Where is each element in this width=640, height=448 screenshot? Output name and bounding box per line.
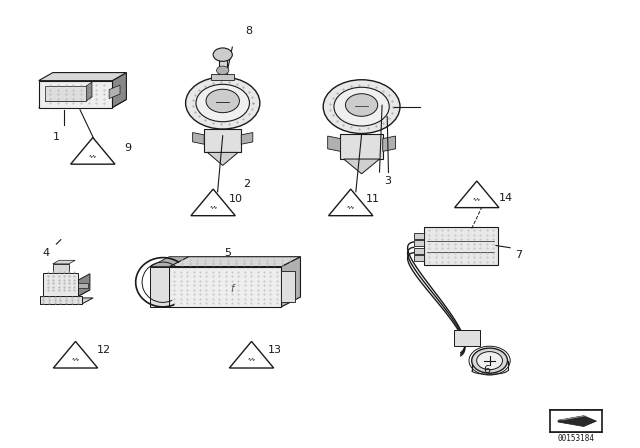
Polygon shape (169, 267, 282, 307)
Circle shape (213, 48, 232, 61)
Polygon shape (344, 159, 380, 174)
Polygon shape (204, 129, 241, 152)
Bar (219, 55, 227, 77)
Text: 2: 2 (243, 179, 250, 189)
Text: 3: 3 (384, 177, 390, 186)
Bar (414, 233, 424, 239)
Text: f: f (230, 284, 234, 294)
Polygon shape (150, 267, 169, 307)
Polygon shape (558, 416, 596, 426)
Polygon shape (558, 416, 588, 420)
Polygon shape (424, 228, 498, 265)
Circle shape (216, 66, 229, 75)
Text: ∿∿: ∿∿ (347, 204, 355, 209)
Polygon shape (193, 133, 204, 144)
Polygon shape (44, 290, 90, 296)
Polygon shape (328, 189, 373, 215)
Circle shape (323, 80, 400, 134)
Text: ∿∿: ∿∿ (473, 196, 481, 201)
Circle shape (206, 89, 239, 112)
Polygon shape (70, 138, 115, 164)
Text: 11: 11 (366, 194, 380, 204)
Bar (414, 240, 424, 246)
Polygon shape (340, 134, 383, 159)
Text: 12: 12 (97, 345, 111, 355)
Polygon shape (45, 97, 92, 101)
Text: 00153184: 00153184 (557, 434, 595, 443)
Text: ∿∿: ∿∿ (72, 357, 79, 362)
Polygon shape (38, 73, 127, 81)
Polygon shape (241, 133, 253, 144)
Polygon shape (150, 257, 188, 267)
Text: 13: 13 (268, 345, 282, 355)
Bar (211, 74, 234, 80)
Text: 8: 8 (244, 26, 252, 36)
Polygon shape (109, 85, 120, 99)
Text: 6: 6 (483, 365, 490, 375)
Text: 1: 1 (53, 132, 60, 142)
Circle shape (196, 84, 250, 122)
Polygon shape (169, 257, 301, 267)
Circle shape (346, 94, 378, 116)
Polygon shape (53, 260, 76, 264)
Polygon shape (454, 330, 480, 346)
Text: 9: 9 (124, 143, 132, 153)
Polygon shape (207, 152, 238, 165)
Text: 10: 10 (228, 194, 243, 204)
Polygon shape (454, 181, 499, 207)
Polygon shape (86, 82, 92, 101)
Polygon shape (40, 298, 93, 304)
Polygon shape (282, 257, 301, 307)
Circle shape (477, 352, 502, 370)
Bar (414, 255, 424, 261)
Text: 7: 7 (515, 250, 522, 260)
Polygon shape (45, 86, 86, 101)
Polygon shape (79, 283, 88, 288)
Polygon shape (191, 189, 236, 215)
Polygon shape (38, 99, 127, 108)
Circle shape (334, 87, 389, 126)
Text: ∿∿: ∿∿ (209, 204, 217, 209)
Polygon shape (53, 264, 69, 273)
Text: ∿∿: ∿∿ (248, 357, 255, 362)
Polygon shape (38, 81, 113, 108)
Circle shape (186, 77, 260, 129)
Polygon shape (53, 341, 98, 368)
Polygon shape (282, 271, 296, 302)
Polygon shape (113, 73, 127, 108)
Bar (414, 248, 424, 254)
Text: 5: 5 (224, 248, 230, 258)
Polygon shape (229, 341, 274, 368)
Text: ∿∿: ∿∿ (89, 153, 97, 158)
Text: 4: 4 (42, 248, 50, 258)
Polygon shape (40, 296, 82, 304)
Polygon shape (328, 136, 340, 151)
Bar (550, 410, 602, 432)
Polygon shape (79, 274, 90, 296)
Circle shape (472, 348, 508, 373)
Polygon shape (44, 273, 79, 296)
Polygon shape (383, 136, 396, 151)
Text: 14: 14 (499, 193, 513, 203)
